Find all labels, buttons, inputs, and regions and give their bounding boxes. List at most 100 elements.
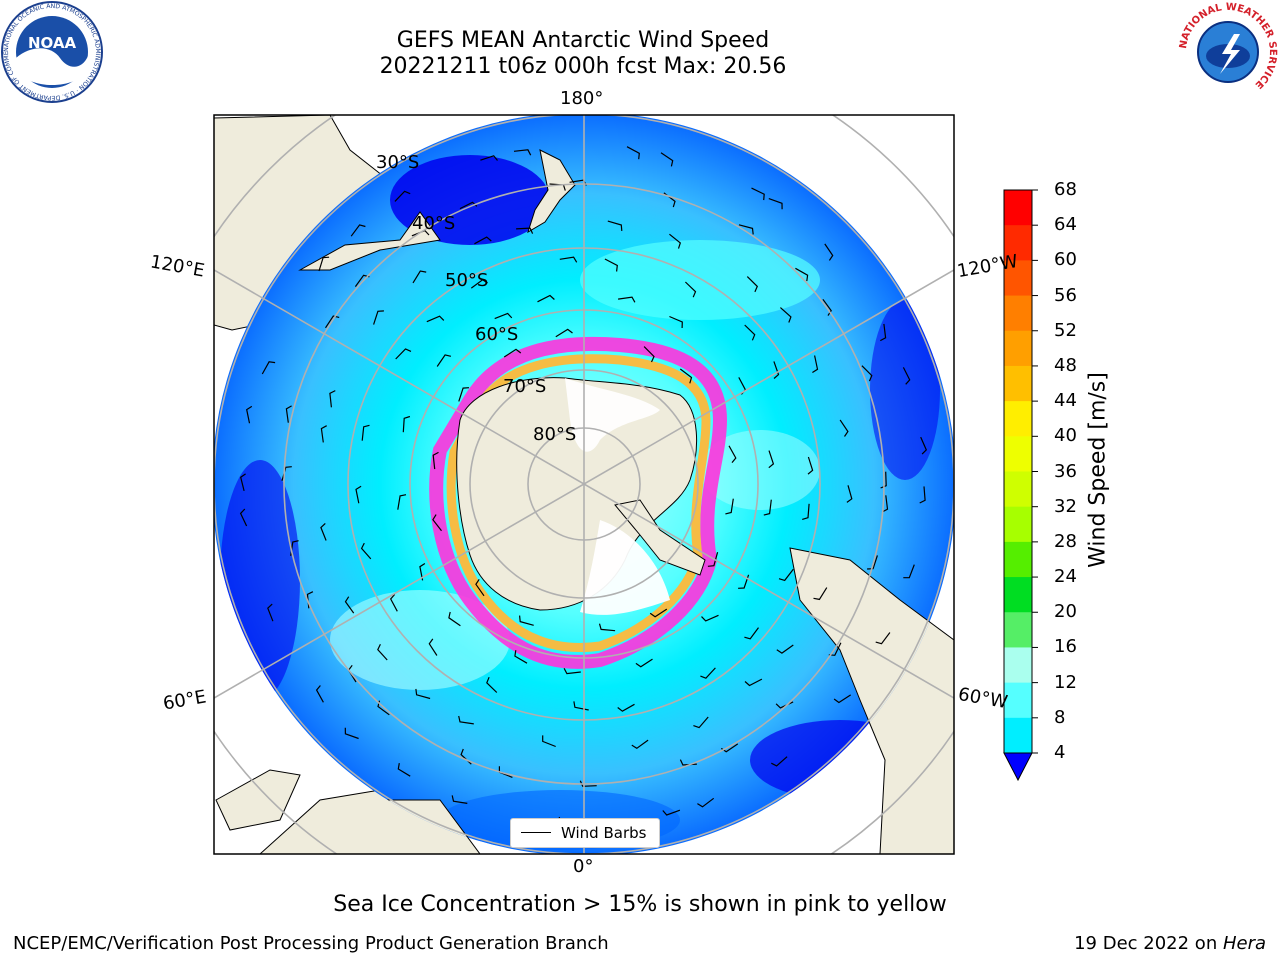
wind-barb (773, 361, 780, 379)
wind-barb (470, 279, 488, 289)
wind-barb (700, 667, 716, 679)
wind-barb (402, 415, 411, 433)
wind-barb (744, 627, 759, 640)
wind-barb (903, 564, 915, 579)
wind-barb (494, 312, 513, 320)
colorbar-segment (1004, 190, 1032, 226)
wind-barb (824, 243, 834, 261)
wind-barb (448, 611, 461, 627)
colorbar-segment (1004, 612, 1032, 648)
wind-barb (802, 503, 810, 520)
wind-barb (432, 514, 442, 532)
wind-barb (861, 365, 873, 382)
wind-barb (318, 256, 330, 272)
wind-barb (643, 346, 655, 363)
colorbar-segment (1004, 471, 1032, 508)
map-frame (213, 114, 955, 855)
colorbar (1003, 189, 1038, 782)
wind-barb (846, 485, 853, 503)
lat-label-40s: 40°S (412, 213, 456, 234)
wind-barb (822, 298, 832, 316)
wind-barb (419, 562, 426, 581)
wind-barb (415, 688, 431, 700)
wind-barb (475, 578, 485, 597)
wind-barb (542, 735, 556, 748)
wind-barb (246, 405, 253, 424)
map-frame-area (214, 115, 954, 854)
colorbar-segment (1004, 717, 1032, 754)
chart-title: GEFS MEAN Antarctic Wind Speed (396, 28, 770, 53)
colorbar-segment (1004, 577, 1032, 613)
wind-barb (329, 390, 336, 408)
wind-barb (684, 281, 697, 298)
wind-barb (563, 668, 581, 675)
footer-date: 19 Dec 2022 on Hera (1074, 933, 1266, 954)
colorbar-segment (1004, 295, 1032, 332)
noaa-logo: NATIONAL OCEANIC AND ATMOSPHERIC ADMINIS… (0, 0, 104, 104)
wind-barb (880, 471, 887, 489)
wind-barb (771, 756, 788, 767)
wind-barb (267, 603, 274, 622)
wind-barb (813, 587, 828, 601)
wind-barb (537, 294, 555, 303)
wind-barb (707, 552, 719, 567)
chart-subtitle-run: 20221211 t06z 000h fcst Max: 20.56 (379, 54, 787, 79)
wind-barb (361, 424, 370, 441)
new-zealand-land (527, 149, 576, 234)
wind-barb (875, 632, 891, 645)
wind-barb (373, 310, 384, 325)
colorbar-tick-label: 16 (1054, 636, 1077, 658)
wind-barb (428, 638, 438, 656)
wind-barb (285, 405, 292, 423)
wind-barb (776, 644, 794, 654)
wind-barb (669, 233, 681, 249)
colorbar-label: Wind Speed [m/s] (1085, 372, 1111, 568)
lat-label-80s: 80°S (533, 424, 577, 445)
wind-barb (480, 155, 498, 161)
lon-label-0: 0° (573, 856, 594, 877)
wind-barb (350, 224, 366, 237)
wind-barb (389, 594, 398, 612)
colorbar-tick-label: 40 (1054, 425, 1077, 447)
wind-barb (555, 328, 573, 338)
wind-barb (344, 727, 359, 740)
wind-barb (728, 445, 737, 463)
wind-barb (513, 149, 532, 156)
wind-barb (795, 267, 809, 282)
wind-barb (516, 227, 534, 234)
wind-barb (807, 456, 814, 475)
wind-barb (617, 703, 635, 712)
colorbar-tick-label: 8 (1054, 706, 1066, 728)
wind-barb (474, 236, 492, 245)
colorbar-tick-label: 52 (1054, 319, 1077, 341)
colorbar-tick-label: 32 (1054, 495, 1077, 517)
wind-barb (315, 685, 324, 703)
lon-label-180: 180° (560, 88, 604, 109)
wind-barb (902, 367, 911, 385)
colorbar-segment (1004, 225, 1032, 261)
wind-barb (239, 508, 248, 527)
wind-barb (320, 425, 327, 443)
colorbar-segment (1004, 647, 1032, 684)
colorbar-tick-label: 20 (1054, 601, 1077, 623)
wind-barb (604, 258, 618, 272)
wind-barb (325, 315, 340, 329)
wind-barb (411, 229, 430, 237)
wind-barb (812, 355, 819, 374)
wind-barb (344, 596, 355, 614)
wind-barb (662, 809, 681, 816)
wind-barb (738, 224, 754, 235)
lat-label-30s: 30°S (376, 152, 420, 173)
wind-barb (598, 623, 616, 632)
wind-barb (261, 361, 276, 375)
graticule (214, 115, 954, 854)
wind-barb (626, 146, 640, 160)
wind-barb (432, 451, 439, 470)
wind-barb (412, 270, 427, 284)
colorbar-segment (1004, 330, 1032, 367)
wind-barb (451, 795, 468, 804)
madagascar-land (215, 769, 301, 831)
wind-barb (635, 658, 653, 668)
wind-barb (397, 494, 407, 510)
wind-barb (679, 368, 693, 384)
